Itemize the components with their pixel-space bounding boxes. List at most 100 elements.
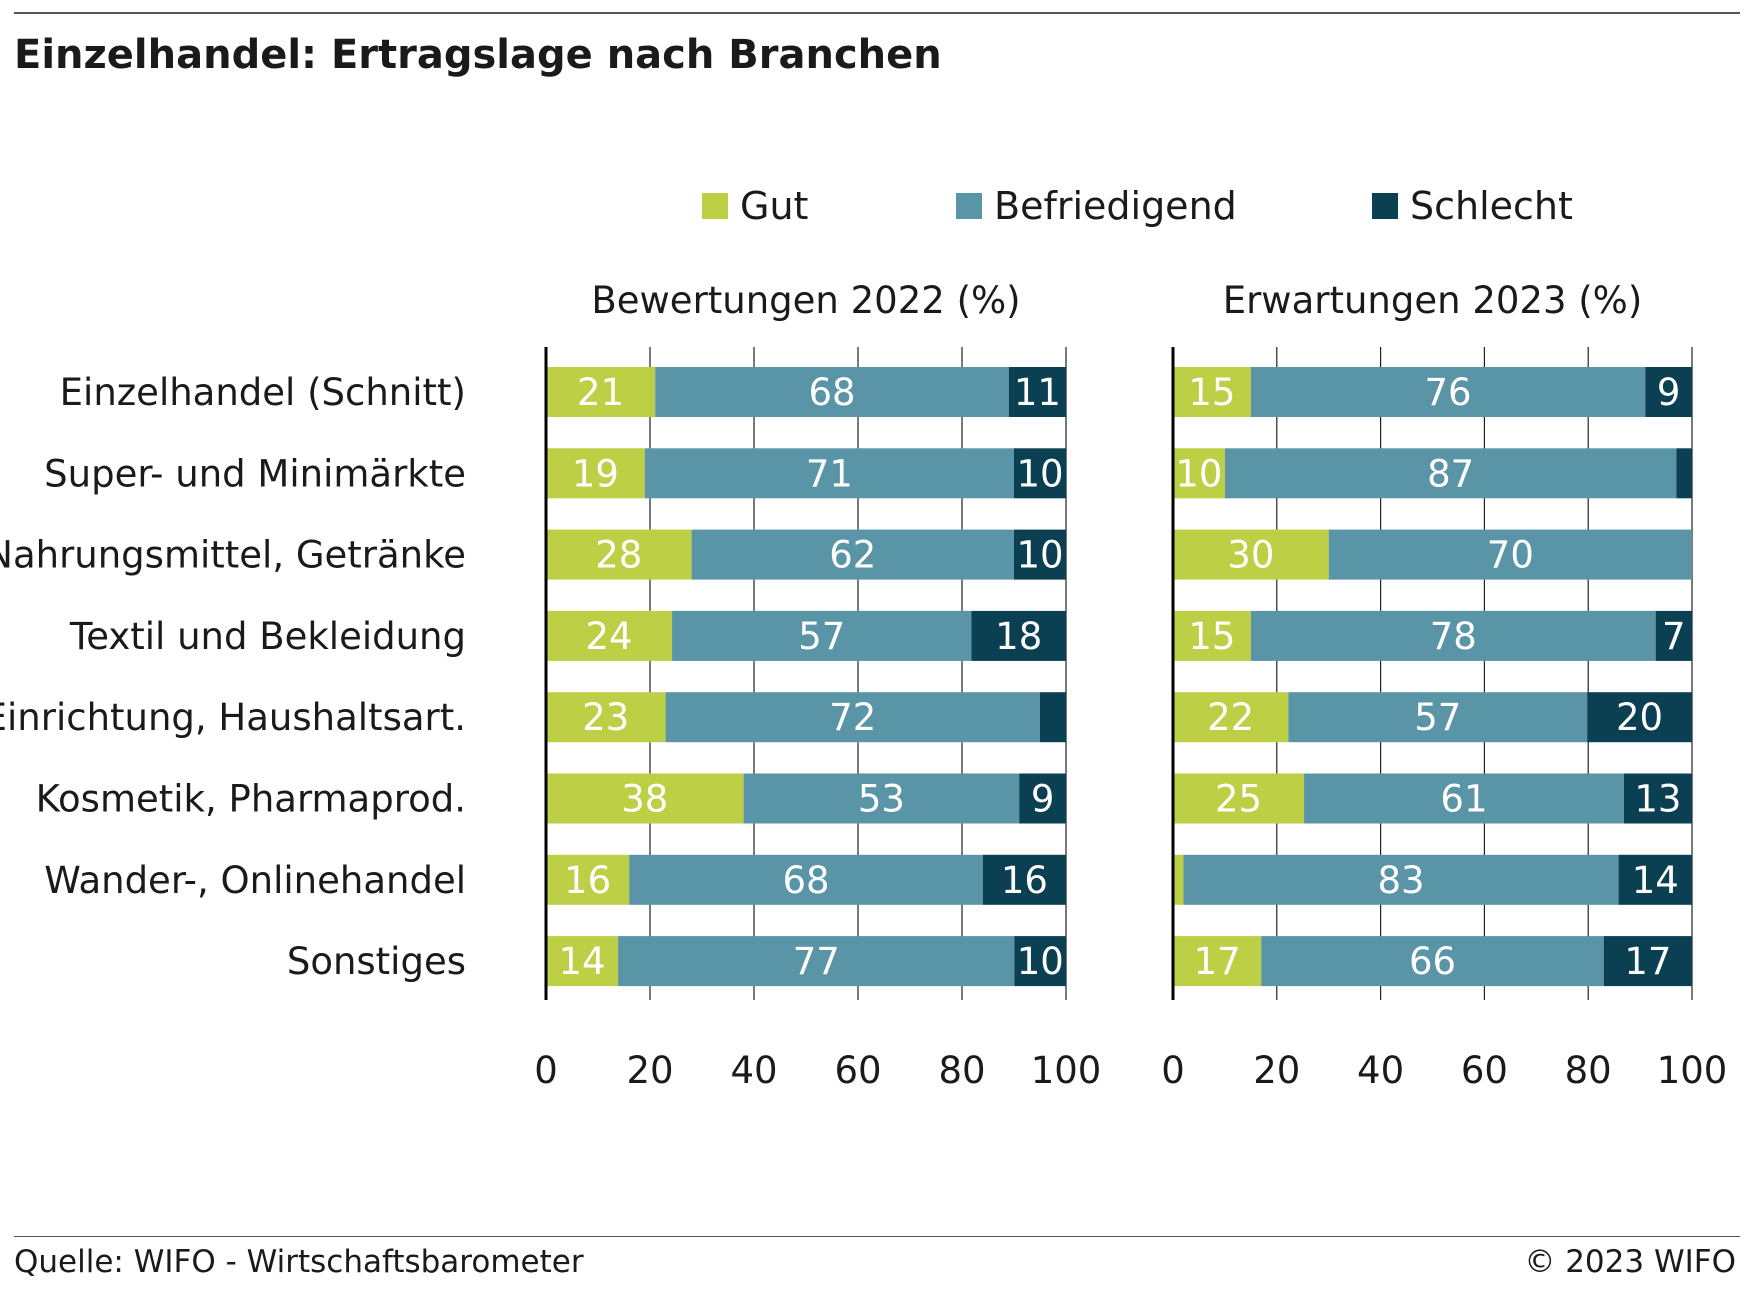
data-label: 16	[1001, 859, 1048, 902]
bar-gut	[1173, 692, 1289, 743]
data-label: 71	[806, 452, 853, 495]
bar-schlecht	[1676, 448, 1692, 499]
x-tick-label: 80	[1565, 1049, 1612, 1092]
data-label: 20	[1616, 696, 1663, 739]
data-label: 7	[1662, 615, 1686, 658]
x-tick-label: 60	[834, 1049, 881, 1092]
copyright-note: © 2023 WIFO	[1524, 1244, 1736, 1280]
panel-title: Bewertungen 2022 (%)	[591, 279, 1020, 322]
data-label: 10	[1016, 534, 1063, 577]
bar-gut	[546, 448, 645, 499]
legend-swatch-befriedigend	[956, 193, 982, 219]
data-label: 57	[798, 615, 845, 658]
category-label: Sonstiges	[287, 940, 466, 983]
data-label: 70	[1487, 534, 1534, 577]
bar-schlecht	[1019, 773, 1066, 824]
category-label: Super- und Minimärkte	[44, 452, 466, 495]
data-label: 10	[1016, 452, 1063, 495]
data-label: 17	[1194, 940, 1241, 983]
bar-schlecht	[1014, 936, 1066, 987]
bar-befriedigend	[665, 692, 1040, 743]
bar-befriedigend	[672, 610, 972, 661]
data-label: 57	[1414, 696, 1461, 739]
bar-schlecht	[971, 610, 1066, 661]
bar-befriedigend	[691, 529, 1014, 580]
data-label: 24	[585, 615, 632, 658]
data-label: 9	[1031, 778, 1055, 821]
data-label: 53	[858, 778, 905, 821]
category-label: Kosmetik, Pharmaprod.	[36, 778, 466, 821]
data-label: 19	[572, 452, 619, 495]
bar-befriedigend	[1250, 610, 1656, 661]
category-label: Einrichtung, Haushaltsart.	[0, 696, 466, 739]
source-note: Quelle: WIFO - Wirtschaftsbarometer	[14, 1244, 584, 1280]
data-label: 9	[1657, 371, 1681, 414]
category-label: Nahrungsmittel, Getränke	[0, 534, 466, 577]
category-label: Wander-, Onlinehandel	[44, 859, 466, 902]
bar-befriedigend	[743, 773, 1020, 824]
bar-gut	[546, 610, 673, 661]
legend-label-befriedigend: Befriedigend	[994, 184, 1237, 228]
bar-schlecht	[1587, 692, 1692, 743]
bar-schlecht	[1014, 529, 1066, 580]
data-label: 77	[793, 940, 840, 983]
x-tick-label: 100	[1031, 1049, 1102, 1092]
bar-schlecht	[1014, 448, 1066, 499]
chart-title: Einzelhandel: Ertragslage nach Branchen	[14, 32, 942, 78]
x-tick-label: 0	[1161, 1049, 1185, 1092]
bar-befriedigend	[1250, 367, 1646, 417]
data-label: 38	[621, 778, 668, 821]
bottom-rule	[14, 1236, 1740, 1237]
bar-gut	[1173, 529, 1329, 580]
category-label: Textil und Bekleidung	[69, 615, 466, 658]
x-tick-label: 60	[1461, 1049, 1508, 1092]
x-tick-label: 100	[1657, 1049, 1728, 1092]
bar-befriedigend	[1304, 773, 1624, 824]
data-label: 10	[1017, 940, 1064, 983]
bar-schlecht	[982, 854, 1066, 905]
x-tick-label: 20	[626, 1049, 673, 1092]
bar-schlecht	[1008, 367, 1066, 417]
data-label: 68	[782, 859, 829, 902]
bar-befriedigend	[1288, 692, 1588, 743]
data-label: 21	[577, 371, 624, 414]
bar-schlecht	[1040, 692, 1066, 743]
legend-label-schlecht: Schlecht	[1410, 184, 1573, 228]
bar-befriedigend	[618, 936, 1015, 987]
legend-swatch-gut	[702, 193, 728, 219]
data-label: 10	[1175, 452, 1222, 495]
data-label: 61	[1440, 778, 1487, 821]
data-label: 15	[1188, 371, 1235, 414]
data-label: 76	[1425, 371, 1472, 414]
bar-befriedigend	[1328, 529, 1692, 580]
data-label: 28	[595, 534, 642, 577]
data-label: 25	[1215, 778, 1262, 821]
data-label: 62	[829, 534, 876, 577]
bar-schlecht	[1645, 367, 1692, 417]
data-label: 66	[1409, 940, 1456, 983]
bar-befriedigend	[1183, 854, 1619, 905]
data-label: 11	[1014, 371, 1061, 414]
data-label: 15	[1188, 615, 1235, 658]
bar-gut	[546, 692, 666, 743]
bar-befriedigend	[1261, 936, 1604, 987]
legend-label-gut: Gut	[740, 184, 808, 228]
bar-befriedigend	[629, 854, 983, 905]
bar-gut	[546, 773, 744, 824]
bar-gut	[546, 854, 630, 905]
data-label: 72	[829, 696, 876, 739]
bar-befriedigend	[1224, 448, 1677, 499]
bar-gut	[546, 367, 656, 417]
legend-swatch-schlecht	[1372, 193, 1398, 219]
bar-schlecht	[1623, 773, 1692, 824]
bar-befriedigend	[644, 448, 1014, 499]
bar-gut	[1173, 936, 1262, 987]
data-label: 68	[808, 371, 855, 414]
x-tick-label: 0	[534, 1049, 558, 1092]
x-tick-label: 40	[730, 1049, 777, 1092]
bar-gut	[1173, 854, 1184, 905]
data-label: 78	[1430, 615, 1477, 658]
data-label: 16	[564, 859, 611, 902]
x-tick-label: 80	[938, 1049, 985, 1092]
